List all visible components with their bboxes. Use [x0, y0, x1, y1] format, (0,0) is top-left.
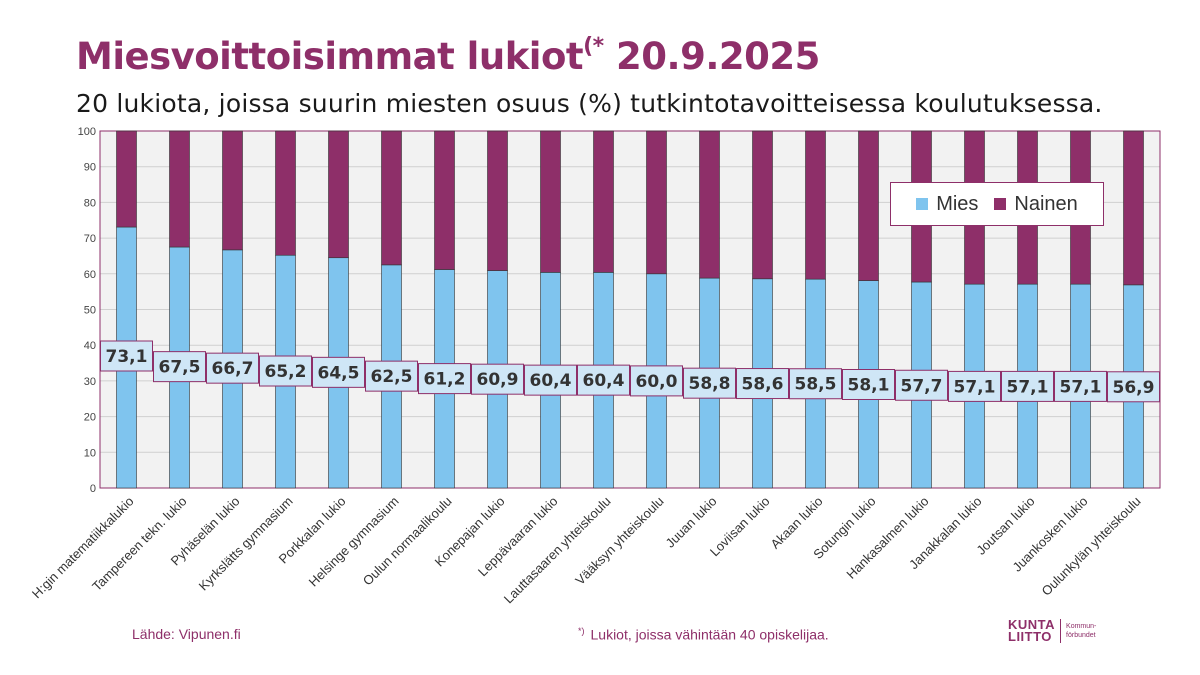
data-label-box	[630, 365, 683, 397]
data-label: 65,2	[265, 362, 307, 382]
data-label: 60,9	[477, 370, 519, 390]
bar-nainen	[275, 130, 296, 256]
data-label-box	[524, 364, 577, 396]
data-label: 58,8	[689, 374, 731, 394]
data-label-box	[577, 364, 630, 396]
data-label-box	[100, 340, 153, 372]
logo-divider	[1060, 619, 1062, 643]
x-category-label: Tampereen tekn. lukio	[89, 494, 190, 595]
data-label: 60,0	[636, 372, 678, 392]
bar-nainen	[593, 130, 614, 273]
x-category-label: Oulunkylän yhteiskoulu	[1038, 494, 1143, 599]
x-category-label: Oulun normaalikoulu	[360, 494, 455, 589]
data-label-box	[471, 363, 524, 395]
data-label-box	[736, 368, 789, 400]
y-tick-label: 40	[84, 340, 96, 352]
data-label-box	[895, 369, 948, 401]
y-tick-label: 0	[90, 483, 96, 495]
chart-title: Miesvoittoisimmat lukiot(* 20.9.2025	[76, 34, 820, 78]
legend-item-nainen: Nainen	[994, 192, 1078, 216]
y-tick-label: 100	[78, 126, 96, 138]
data-label: 57,1	[1060, 377, 1102, 397]
data-label-box	[259, 355, 312, 387]
bar-nainen	[116, 130, 137, 228]
data-label: 58,5	[795, 375, 837, 395]
logo-wordmark: KUNTA LIITTO	[1008, 617, 1056, 644]
x-category-label: Helsinge gymnasium	[306, 494, 402, 590]
y-tick-label: 10	[84, 447, 96, 459]
bar-nainen	[487, 130, 508, 271]
y-tick-label: 80	[84, 197, 96, 209]
data-label: 58,1	[848, 376, 890, 396]
data-label-box	[789, 368, 842, 400]
y-tick-label: 50	[84, 305, 96, 317]
data-label: 58,6	[742, 375, 784, 395]
data-label-box	[842, 369, 895, 400]
chart-subtitle: 20 lukiota, joissa suurin miesten osuus …	[76, 89, 1103, 118]
data-label: 60,4	[583, 371, 625, 391]
legend-item-mies: Mies	[916, 193, 978, 216]
bar-nainen	[381, 130, 402, 266]
data-label-box	[948, 370, 1001, 402]
data-label-box	[1054, 370, 1107, 402]
bar-nainen	[1123, 130, 1144, 286]
legend-label-nainen: Nainen	[1014, 192, 1078, 215]
data-label: 67,5	[159, 358, 201, 378]
data-label: 60,4	[530, 371, 572, 391]
legend-swatch-nainen	[994, 198, 1007, 210]
x-category-label: Akaan lukio	[767, 494, 825, 552]
chart-legend: Mies Nainen	[890, 182, 1104, 226]
data-label-box	[418, 363, 471, 395]
data-label: 61,2	[424, 370, 466, 390]
source-note: Lähde: Vipunen.fi	[132, 626, 241, 642]
y-tick-label: 20	[84, 412, 96, 424]
bar-nainen	[434, 130, 455, 270]
data-label-box	[683, 367, 736, 399]
y-tick-label: 30	[84, 376, 96, 388]
data-label: 56,9	[1113, 378, 1155, 398]
x-category-label: Juuan lukio	[663, 494, 720, 551]
plot-border	[99, 130, 1161, 489]
data-label-box	[1107, 371, 1160, 403]
x-category-label: H:gin matematiikkalukio	[29, 494, 137, 602]
footnote-mark: *)	[578, 626, 585, 636]
data-label-box	[312, 356, 365, 388]
x-category-label: Vääksyn yhteiskoulu	[572, 494, 666, 588]
bar-nainen	[169, 130, 190, 248]
footnote: *) Lukiot, joissa vähintään 40 opiskelija…	[578, 626, 829, 643]
data-label-box	[153, 351, 206, 383]
data-label-box	[365, 360, 418, 392]
logo-subtext: Kommun- förbundet	[1066, 623, 1097, 639]
data-label: 57,1	[1007, 377, 1049, 397]
legend-label-mies: Mies	[936, 192, 979, 215]
x-category-label: Lauttasaaren yhteiskoulu	[501, 494, 614, 607]
data-label: 64,5	[318, 363, 360, 383]
data-label: 62,5	[371, 367, 413, 387]
bar-nainen	[646, 130, 667, 275]
bar-nainen	[752, 130, 773, 280]
bar-nainen	[328, 130, 349, 259]
y-tick-label: 90	[84, 162, 96, 174]
data-label: 57,1	[954, 377, 996, 397]
data-label: 66,7	[212, 359, 254, 379]
y-tick-label: 70	[84, 233, 96, 245]
legend-swatch-mies	[916, 198, 929, 210]
data-label-box	[206, 352, 259, 384]
data-label: 73,1	[106, 347, 148, 367]
data-label-box	[1001, 370, 1054, 402]
bar-nainen	[540, 130, 561, 273]
bar-nainen	[805, 130, 826, 280]
data-label: 57,7	[901, 376, 943, 396]
y-tick-label: 60	[84, 269, 96, 281]
bar-nainen	[222, 130, 243, 251]
x-category-label: Kyrkslätts gymnasium	[196, 494, 296, 594]
footnote-text: Lukiot, joissa vähintään 40 opiskelijaa.	[590, 626, 829, 643]
kuntaliitto-logo: KUNTA LIITTO Kommun- förbundet	[1008, 617, 1097, 644]
bar-nainen	[858, 130, 879, 281]
bar-nainen	[699, 130, 720, 279]
